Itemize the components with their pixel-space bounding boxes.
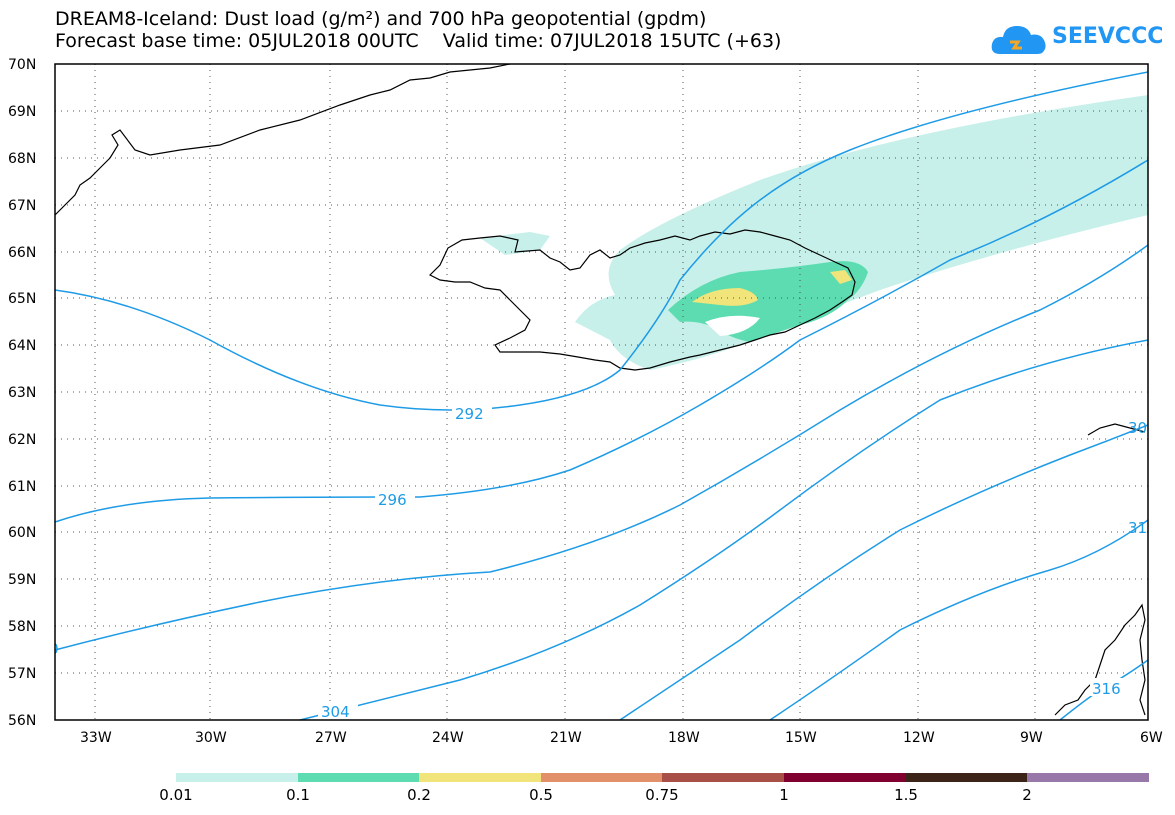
lat-label: 58N [8, 619, 36, 635]
legend-swatch [419, 773, 541, 782]
contour-296 [54, 159, 1149, 523]
gridlines [55, 64, 1148, 720]
lat-label: 69N [8, 104, 36, 120]
lat-label: 66N [8, 245, 36, 261]
lat-label: 63N [8, 385, 36, 401]
seevccc-logo: SEEVCCC [990, 14, 1163, 64]
legend-label: 0.5 [529, 786, 553, 804]
lat-label: 64N [8, 338, 36, 354]
contour-304 [299, 339, 1149, 721]
lat-label: 70N [8, 57, 36, 73]
greenland-coast [54, 63, 511, 216]
lat-label: 59N [8, 572, 36, 588]
lon-label: 30W [195, 730, 227, 746]
lon-label: 15W [785, 730, 817, 746]
lat-label: 65N [8, 291, 36, 307]
legend-label: 0.01 [159, 786, 193, 804]
contour-label-300: 300 [30, 640, 59, 658]
legend-label: 1 [779, 786, 789, 804]
lon-label: 12W [903, 730, 935, 746]
contour-label-31-edge: 31 [1128, 519, 1147, 537]
map-title: DREAM8-Iceland: Dust load (g/m²) and 700… [55, 8, 707, 30]
longitude-labels: 33W 30W 27W 24W 21W 18W 15W 12W 9W 6W [80, 730, 1163, 746]
legend-swatch [541, 773, 662, 782]
lat-label: 67N [8, 198, 36, 214]
lon-label: 24W [432, 730, 464, 746]
dust-core-high-east [830, 270, 852, 284]
legend-swatch [906, 773, 1027, 782]
contour-300 [54, 244, 1149, 651]
dust-patch-westfjords [480, 232, 550, 255]
logo-text: SEEVCCC [1052, 24, 1164, 49]
latitude-labels: 70N 69N 68N 67N 66N 65N 64N 63N 62N 61N … [8, 57, 36, 729]
map-frame [54, 63, 1149, 721]
contour-label-296: 296 [378, 491, 407, 509]
legend-label: 0.2 [407, 786, 431, 804]
dust-core-high [692, 288, 758, 306]
contour-308 [619, 424, 1149, 721]
legend-label: 2 [1022, 786, 1032, 804]
iceland-coast [428, 229, 856, 371]
legend-label: 0.1 [286, 786, 310, 804]
lat-label: 61N [8, 479, 36, 495]
legend-swatch [176, 773, 298, 782]
dust-hole [705, 315, 760, 336]
dust-load-shading [480, 95, 1148, 370]
legend-swatch [662, 773, 784, 782]
geopotential-contours [54, 71, 1149, 721]
legend-label: 1.5 [894, 786, 918, 804]
contour-label-30-edge: 30 [1128, 419, 1147, 437]
lon-label: 9W [1020, 730, 1043, 746]
lon-label: 21W [550, 730, 582, 746]
lat-label: 57N [8, 666, 36, 682]
legend-colorbar [176, 773, 1149, 782]
lon-label: 33W [80, 730, 112, 746]
legend-swatch [298, 773, 419, 782]
contour-label-304: 304 [321, 703, 350, 721]
contour-label-316: 316 [1092, 680, 1121, 698]
legend-swatch [784, 773, 906, 782]
lat-label: 60N [8, 525, 36, 541]
lon-label: 27W [315, 730, 347, 746]
lat-label: 56N [8, 713, 36, 729]
contour-312 [769, 519, 1149, 721]
contour-labels: 292 296 304 300 316 30 31 [30, 404, 1147, 721]
dust-plume-light [575, 95, 1148, 370]
map-subtitle-times: Forecast base time: 05JUL2018 00UTC Vali… [55, 30, 782, 52]
lon-label: 18W [668, 730, 700, 746]
legend-label: 0.75 [645, 786, 679, 804]
cloud-icon [991, 26, 1046, 54]
lat-label: 62N [8, 432, 36, 448]
lon-label: 6W [1140, 730, 1163, 746]
contour-292 [54, 71, 1149, 411]
contour-label-292: 292 [455, 405, 484, 423]
legend-swatch [1027, 773, 1149, 782]
lat-label: 68N [8, 151, 36, 167]
